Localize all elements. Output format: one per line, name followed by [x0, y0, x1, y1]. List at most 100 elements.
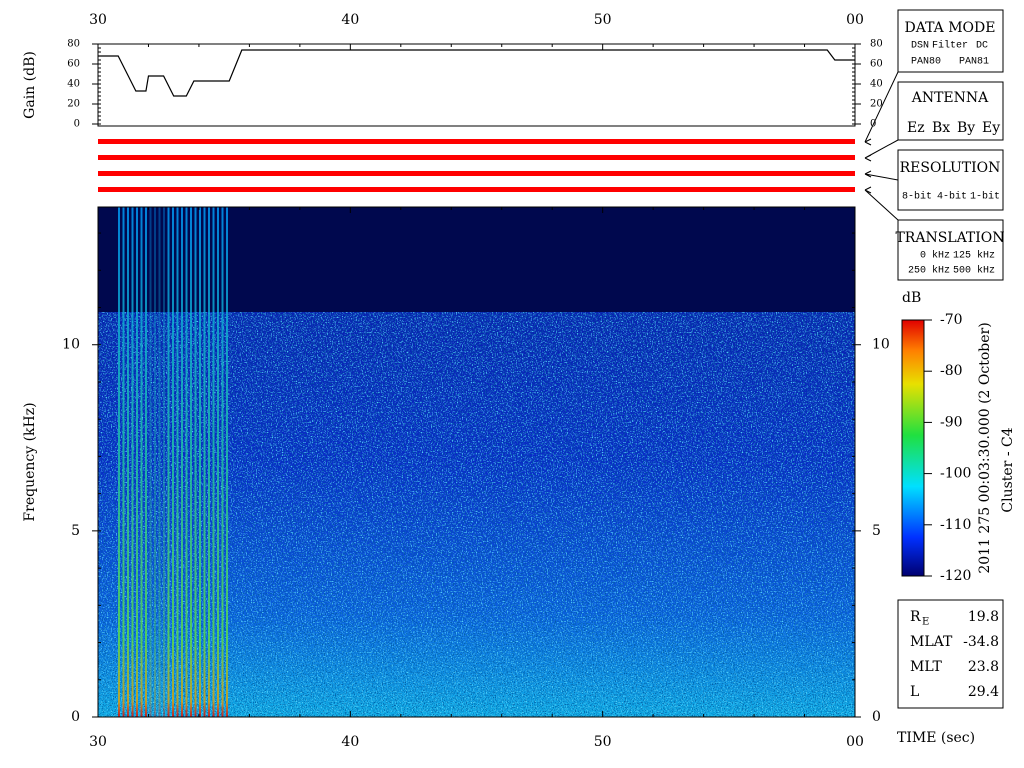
spectrogram-stripe	[158, 207, 161, 717]
position-box	[897, 599, 1004, 709]
spectrogram-stripe	[163, 207, 165, 717]
gain-line	[98, 49, 855, 97]
panel-item: Bx	[932, 120, 950, 136]
colorbar-tick-label: -110	[940, 517, 971, 533]
panel-item: 250 kHz	[908, 265, 950, 277]
position-value: 29.4	[968, 684, 999, 700]
panel-item: PAN81	[959, 57, 989, 68]
panels: DATA MODE DSN Filter DC PAN80 PAN81 ANTE…	[895, 9, 1005, 281]
colorbar-tick-label: -120	[940, 568, 971, 584]
x-tick-label: 00	[846, 12, 864, 28]
panel-item: PAN80	[911, 57, 941, 68]
colorbar-tick-label: -100	[940, 466, 971, 482]
spectrogram-stripe	[140, 207, 143, 717]
position-sub: E	[922, 617, 929, 628]
spectrogram-stripe	[167, 207, 170, 717]
panel-item: Ey	[982, 120, 1000, 136]
panel-item: Filter	[932, 40, 968, 52]
mode-bars	[98, 139, 855, 192]
spectrogram-frame	[97, 206, 856, 718]
y-tick-label: 0	[71, 709, 80, 725]
panel-item: DC	[976, 41, 988, 52]
y-tick-label-right: 40	[870, 79, 883, 90]
position-label: MLAT	[910, 634, 953, 650]
panel-item: By	[957, 120, 975, 136]
spectrogram-stripe	[136, 207, 138, 717]
panel-item: 125 kHz	[953, 250, 995, 262]
panel-item: 500 kHz	[953, 265, 995, 277]
y-tick-label: 60	[67, 59, 80, 70]
y-tick-label-right: 5	[872, 523, 881, 539]
spectrogram-stripe	[172, 207, 174, 717]
panel-title: ANTENNA	[911, 90, 989, 106]
position-value: 19.8	[968, 609, 999, 625]
x-tick-label: 30	[89, 12, 107, 28]
spectrogram	[98, 207, 855, 717]
spectrogram-stripe	[131, 207, 134, 717]
y-tick-label: 10	[62, 337, 80, 353]
panel-item: 1-bit	[970, 191, 1000, 203]
spectrogram-stripe	[208, 207, 210, 717]
spacecraft: Cluster - C4	[1000, 427, 1016, 512]
spectrogram-stripe	[203, 207, 206, 717]
panel-item: Ez	[907, 120, 925, 136]
frequency-label: Frequency (kHz)	[22, 402, 38, 521]
spectrogram-stripe	[122, 207, 125, 717]
gain-label: Gain (dB)	[22, 51, 38, 119]
y-tick-label: 5	[71, 523, 80, 539]
y-tick-label: 40	[67, 79, 80, 90]
colorbar-tick-label: -80	[940, 363, 963, 379]
position-label: L	[910, 684, 919, 700]
spectrogram-stripe	[127, 207, 129, 717]
spectrogram-stripe	[212, 207, 215, 717]
x-tick-label: 40	[341, 12, 359, 28]
position-value: 23.8	[968, 659, 999, 675]
y-tick-label: 80	[67, 39, 80, 50]
y-tick-label-right: 60	[870, 59, 883, 70]
position-value: -34.8	[963, 634, 999, 650]
spectrogram-stripe	[190, 207, 192, 717]
x-tick-label: 50	[594, 12, 612, 28]
x-tick-label: 50	[594, 734, 612, 750]
panel-arrows	[864, 71, 899, 221]
spectrogram-stripe	[194, 207, 197, 717]
panel-title: RESOLUTION	[900, 160, 1001, 176]
spectrogram-stripe	[118, 207, 120, 717]
panel-item: 4-bit	[937, 191, 967, 203]
x-tick-label: 30	[89, 734, 107, 750]
colorbar-tick-label: -90	[940, 414, 963, 430]
position-label: MLT	[910, 659, 942, 675]
timestamp: 2011 275 00:03:30.000 (2 October)	[977, 322, 993, 573]
y-tick-label-right: 0	[870, 119, 876, 130]
position-table: R E 19.8 MLAT -34.8 MLT 23.8 L 29.4	[910, 609, 999, 700]
spectrogram-stripe	[176, 207, 179, 717]
y-tick-label: 20	[67, 99, 80, 110]
y-tick-label-right: 0	[872, 709, 881, 725]
panel-item: DSN	[911, 41, 929, 52]
time-label: TIME (sec)	[897, 730, 975, 746]
x-tick-label: 40	[341, 734, 359, 750]
y-tick-label-right: 80	[870, 39, 883, 50]
spectrogram-stripe	[217, 207, 219, 717]
colorbar-tick-label: -70	[940, 312, 963, 328]
spectrogram-stripe	[226, 207, 228, 717]
spectrogram-stripe	[221, 207, 224, 717]
y-tick-label: 0	[74, 119, 80, 130]
colorbar-label: dB	[902, 290, 921, 306]
spectrogram-stripe	[181, 207, 183, 717]
panel-title: DATA MODE	[905, 20, 996, 36]
spectrogram-stripe	[199, 207, 201, 717]
gain-frame	[97, 43, 856, 127]
spectrogram-stripe	[145, 207, 147, 717]
y-tick-label-right: 10	[872, 337, 890, 353]
x-tick-label: 00	[846, 734, 864, 750]
colorbar	[901, 319, 925, 577]
y-tick-label-right: 20	[870, 99, 883, 110]
position-label: R	[910, 609, 921, 625]
spectrogram-stripe	[185, 207, 188, 717]
panel-item: 8-bit	[902, 191, 932, 203]
spectrogram-stripe	[149, 207, 152, 717]
spectrogram-stripe	[154, 207, 156, 717]
panel-item: 0 kHz	[920, 250, 950, 262]
